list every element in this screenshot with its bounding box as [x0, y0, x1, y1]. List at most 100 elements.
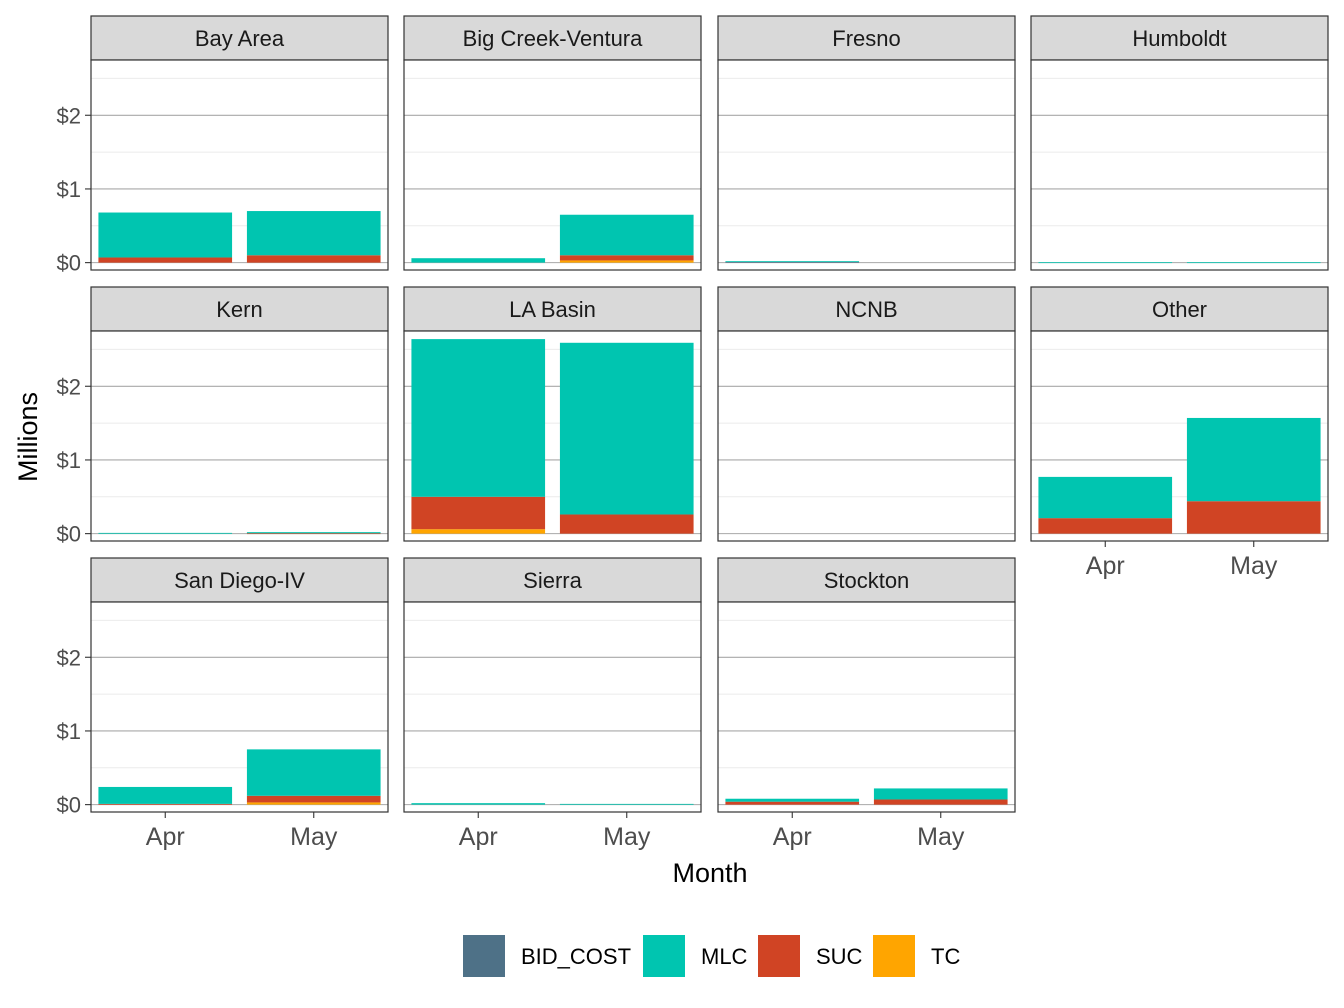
- panel-la-basin: LA Basin: [403, 286, 702, 542]
- panel-sierra: Sierra Apr May: [403, 557, 702, 851]
- panel-bay-area: Bay Area $0 $1 $2: [57, 15, 389, 276]
- legend-label: SUC: [816, 944, 863, 969]
- panel-border: [717, 330, 1016, 542]
- facet-strip: [717, 557, 1016, 603]
- bar-segment-suc-apr: [1038, 518, 1173, 534]
- facet-strip-label: Kern: [216, 297, 262, 322]
- y-tick-label: $2: [57, 103, 81, 128]
- legend-key-tc: [873, 935, 915, 977]
- panel-border: [717, 59, 1016, 271]
- legend-label: TC: [931, 944, 960, 969]
- facet-strip-label: San Diego-IV: [174, 568, 305, 593]
- panel-border: [1030, 59, 1329, 271]
- legend-key-mlc: [643, 935, 685, 977]
- legend-key-suc: [758, 935, 800, 977]
- facet-strip: [90, 15, 389, 61]
- facet-strip: [717, 15, 1016, 61]
- bar-segment-suc-may: [559, 514, 694, 534]
- facet-strip-label: Humboldt: [1132, 26, 1226, 51]
- bar-segment-tc-may: [559, 260, 694, 263]
- legend-label: MLC: [701, 944, 748, 969]
- facet-strip: [403, 557, 702, 603]
- panel-border: [90, 330, 389, 542]
- legend-item-bid-cost: BID_COST: [463, 935, 631, 977]
- panel-other: Other Apr May: [1030, 286, 1329, 580]
- y-tick-label: $2: [57, 645, 81, 670]
- bar-segment-mlc-apr: [98, 532, 233, 534]
- panel-background: [1031, 60, 1328, 270]
- panel-border: [403, 59, 702, 271]
- bar-segment-tc-apr: [411, 529, 546, 534]
- bar-segment-suc-may: [1186, 501, 1321, 534]
- panel-border: [403, 330, 702, 542]
- bar-segment-suc-may: [246, 255, 381, 263]
- bar-segment-mlc-may: [246, 532, 381, 534]
- bar-segment-suc-may: [873, 799, 1008, 805]
- facet-strip: [1030, 286, 1329, 332]
- bar-segment-mlc-apr: [411, 258, 546, 263]
- bar-segment-mlc-apr: [98, 786, 233, 804]
- x-tick-label-apr: Apr: [459, 823, 498, 851]
- facet-strip-label: NCNB: [835, 297, 897, 322]
- bar-segment-suc-apr: [98, 803, 233, 805]
- bar-segment-mlc-apr: [411, 803, 546, 805]
- bar-segment-mlc-apr: [1038, 476, 1173, 519]
- bar-segment-tc-may: [246, 802, 381, 805]
- x-tick-label-apr: Apr: [773, 823, 812, 851]
- legend-label: BID_COST: [521, 944, 631, 969]
- legend-item-suc: SUC: [758, 935, 863, 977]
- facet-strip-label: Fresno: [832, 26, 900, 51]
- y-tick-label: $0: [57, 251, 81, 276]
- panel-stockton: Stockton Apr May: [717, 557, 1016, 851]
- facet-strip-label: LA Basin: [509, 297, 596, 322]
- bar-segment-mlc-apr: [411, 339, 546, 497]
- legend: BID_COST MLC SUC TC: [463, 935, 960, 977]
- bar-segment-mlc-may: [559, 803, 694, 805]
- x-tick-label-may: May: [917, 823, 965, 851]
- panel-background: [718, 60, 1015, 270]
- bar-segment-suc-may: [246, 533, 381, 535]
- panel-fresno: Fresno: [717, 15, 1016, 271]
- panel-humboldt: Humboldt: [1030, 15, 1329, 271]
- bar-segment-mlc-may: [559, 342, 694, 515]
- bar-segment-mlc-apr: [1038, 262, 1173, 264]
- panel-background: [91, 331, 388, 541]
- bar-segment-mlc-may: [1186, 417, 1321, 502]
- bar-segment-suc-may: [246, 795, 381, 803]
- facet-strip-label: Other: [1152, 297, 1207, 322]
- facet-strip-label: Sierra: [523, 568, 582, 593]
- x-tick-label-apr: Apr: [1086, 552, 1125, 580]
- bar-segment-mlc-may: [1186, 262, 1321, 264]
- y-tick-label: $1: [57, 448, 81, 473]
- bar-segment-mlc-may: [246, 749, 381, 796]
- facet-strip-label: Bay Area: [195, 26, 285, 51]
- y-tick-label: $1: [57, 177, 81, 202]
- panel-kern: Kern $0 $1 $2: [57, 286, 389, 547]
- bar-segment-suc-may: [559, 255, 694, 261]
- bar-segment-mlc-apr: [725, 798, 860, 802]
- legend-item-tc: TC: [873, 935, 960, 977]
- y-axis-title: Millions: [13, 392, 43, 482]
- panel-border: [403, 601, 702, 813]
- legend-item-mlc: MLC: [643, 935, 748, 977]
- bar-segment-mlc-may: [246, 211, 381, 256]
- y-tick-label: $0: [57, 522, 81, 547]
- y-tick-label: $1: [57, 719, 81, 744]
- facet-strip: [90, 557, 389, 603]
- y-tick-label: $2: [57, 374, 81, 399]
- bar-segment-mlc-may: [559, 214, 694, 256]
- facet-strip-label: Big Creek-Ventura: [463, 26, 644, 51]
- facet-panels: Bay Area $0 $1 $2 Big Creek-Ventura Fresno Hum…: [57, 15, 1329, 851]
- x-tick-label-may: May: [603, 823, 651, 851]
- panel-big-creek-ventura: Big Creek-Ventura: [403, 15, 702, 271]
- facet-strip: [90, 286, 389, 332]
- panel-border: [717, 601, 1016, 813]
- panel-border: [90, 601, 389, 813]
- x-tick-label-apr: Apr: [146, 823, 185, 851]
- facet-strip: [403, 15, 702, 61]
- panel-background: [718, 331, 1015, 541]
- bar-segment-mlc-apr: [725, 261, 860, 262]
- bar-segment-suc-apr: [411, 496, 546, 530]
- panel-border: [90, 59, 389, 271]
